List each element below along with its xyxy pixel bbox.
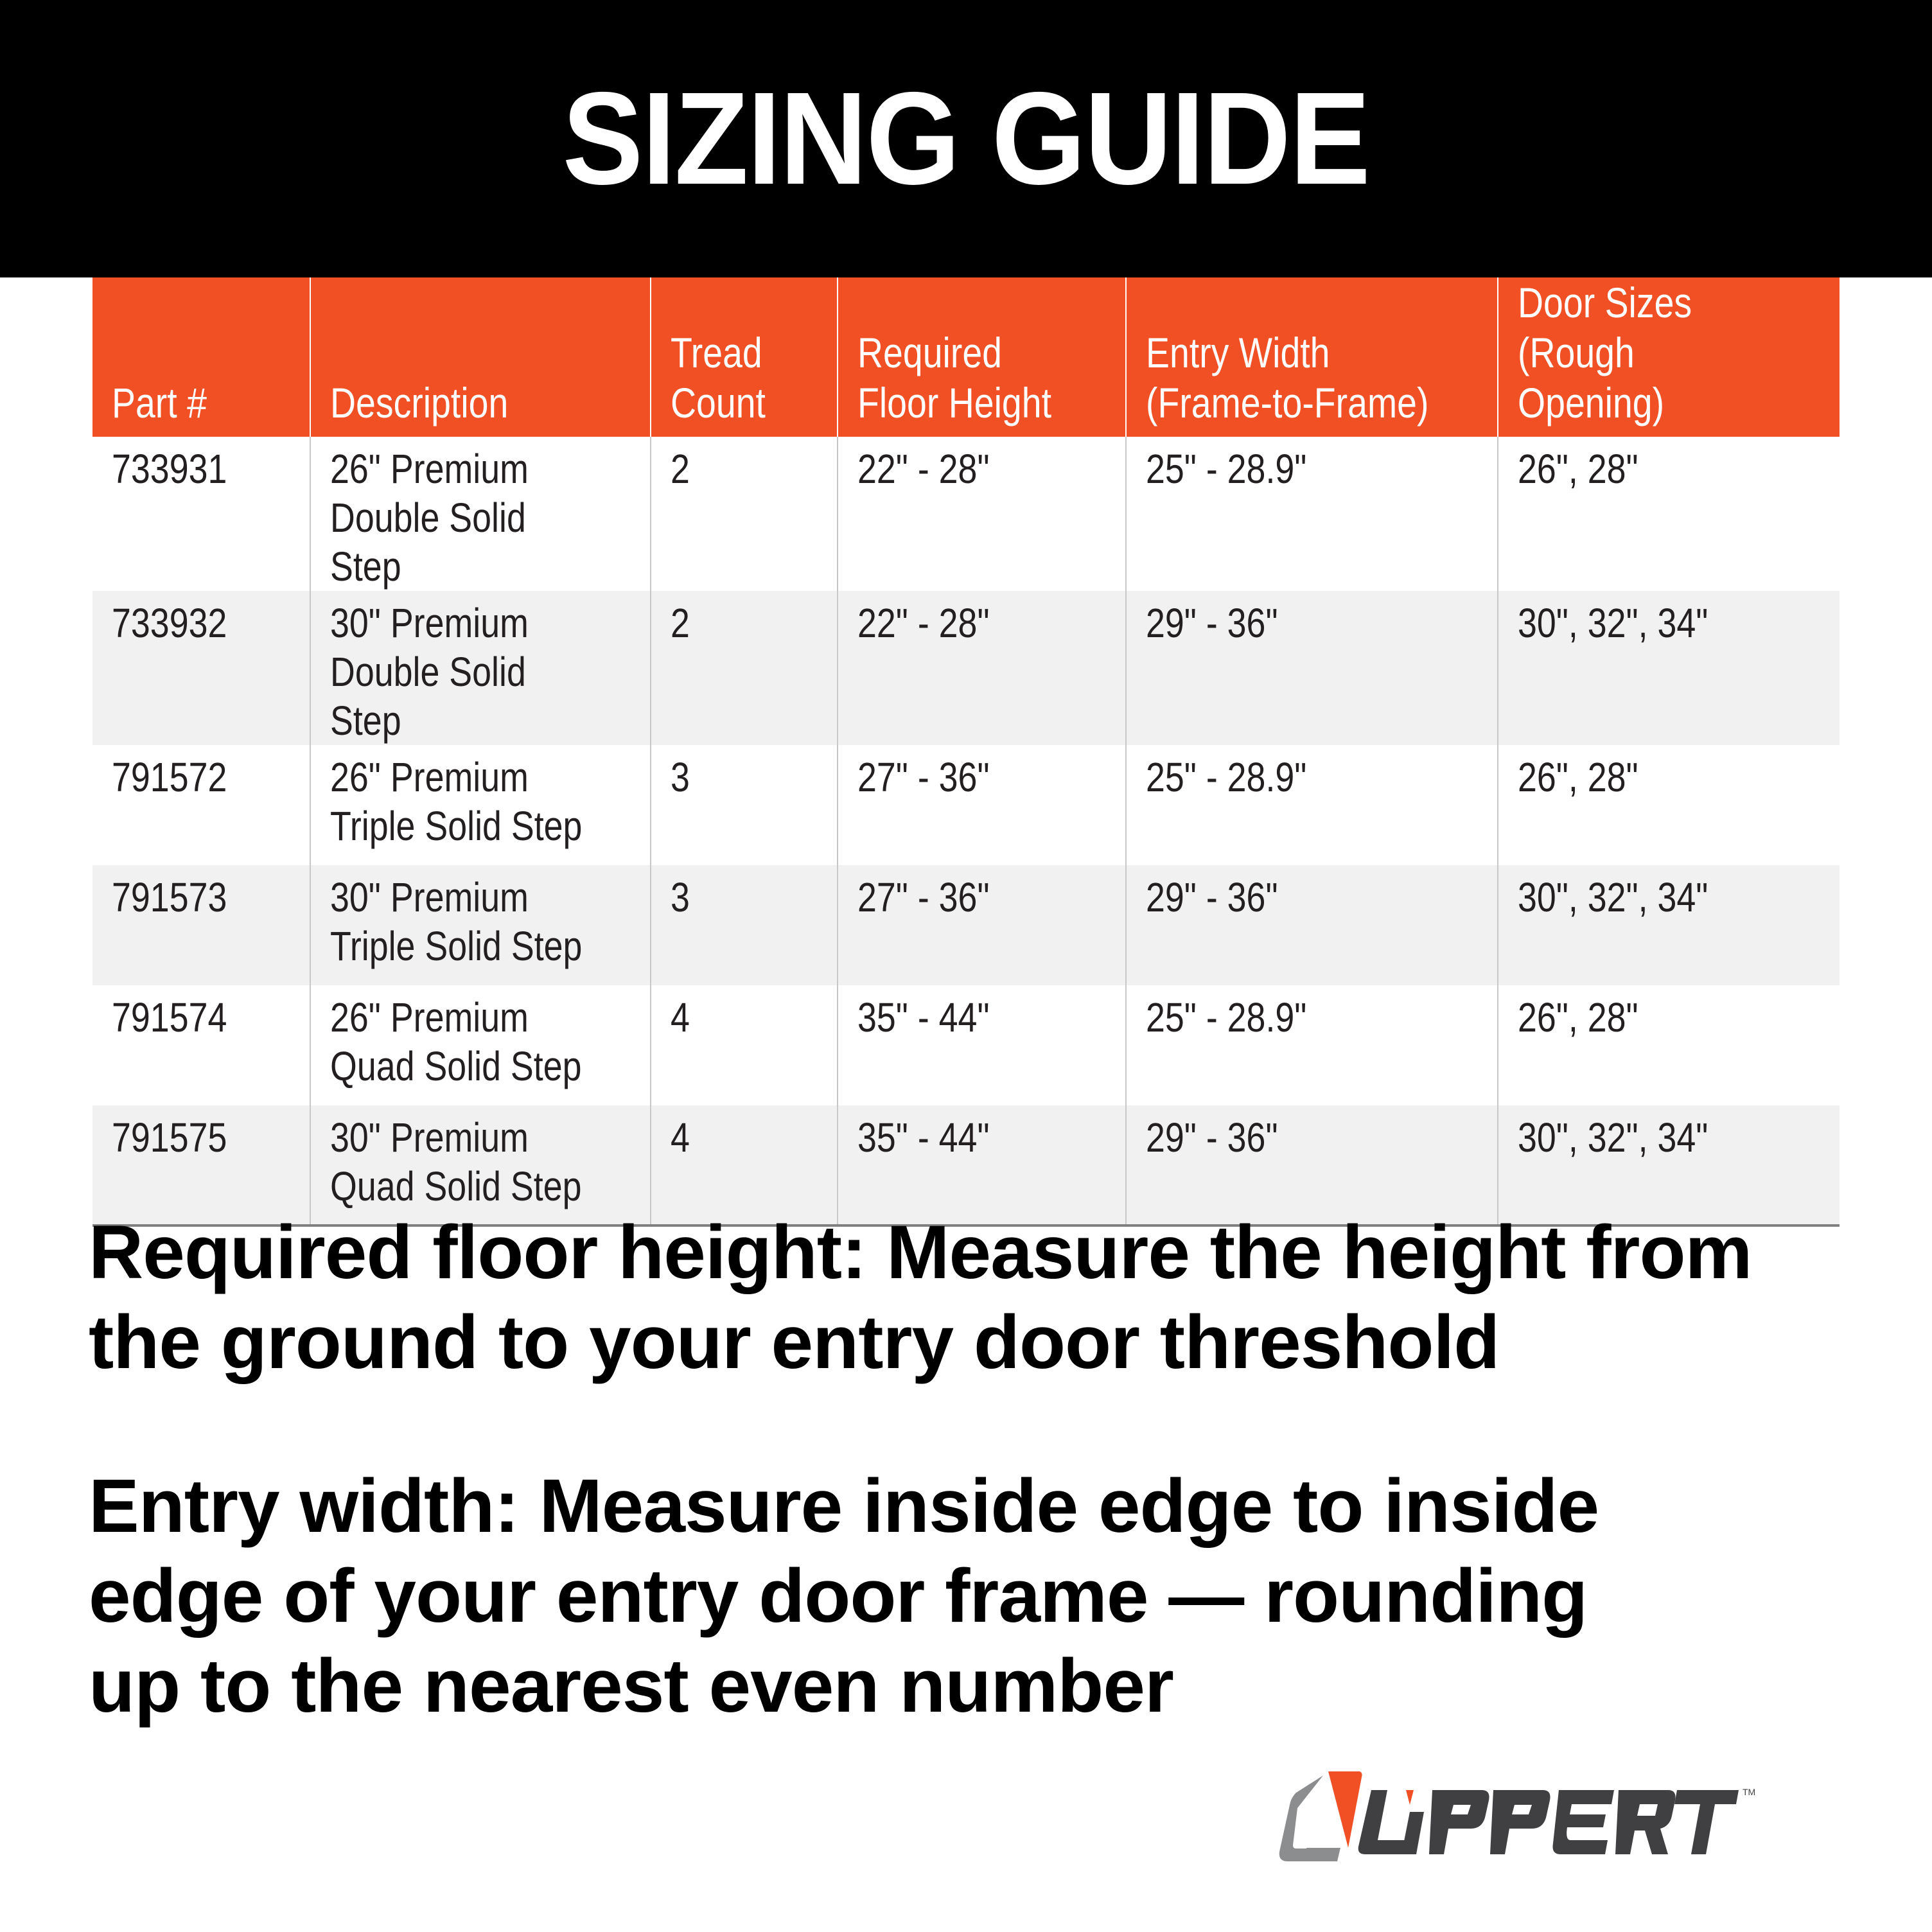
cell-text: 29" - 36" — [1146, 874, 1278, 920]
column-header-entry-width: Entry Width (Frame-to-Frame) — [1125, 277, 1498, 437]
cell-entry-width: 29" - 36" — [1125, 865, 1498, 985]
cell-tread-count: 3 — [650, 865, 838, 985]
svg-text:TM: TM — [1743, 1787, 1755, 1797]
cell-description: 30" Premium Quad Solid Step — [310, 1105, 651, 1227]
cell-door-sizes: 26", 28" — [1497, 985, 1840, 1105]
cell-entry-width: 29" - 36" — [1125, 1105, 1498, 1227]
cell-entry-width: 25" - 28.9" — [1125, 745, 1498, 865]
cell-entry-width: 25" - 28.9" — [1125, 437, 1498, 591]
cell-text: 3 — [671, 754, 690, 800]
cell-text: 30" Premium Quad Solid Step — [330, 1114, 582, 1209]
cell-text: 25" - 28.9" — [1146, 446, 1307, 492]
cell-text: 26" Premium Double Solid Step — [330, 446, 529, 590]
cell-text: 27" - 36" — [857, 754, 990, 800]
cell-text: 4 — [671, 1114, 690, 1161]
cell-description: 26" Premium Quad Solid Step — [310, 985, 651, 1105]
cell-text: 4 — [671, 994, 690, 1041]
column-header-label: Part # — [112, 379, 207, 426]
cell-text: 791574 — [112, 994, 227, 1041]
table-row: 791574 26" Premium Quad Solid Step 4 35" - … — [92, 985, 1840, 1105]
cell-text: 30", 32", 34" — [1518, 1114, 1708, 1161]
cell-part-number: 791573 — [92, 865, 310, 985]
cell-floor-height: 22" - 28" — [837, 591, 1126, 745]
page-title: SIZING GUIDE — [562, 65, 1371, 212]
cell-text: 733932 — [112, 600, 227, 646]
cell-text: 26" Premium Quad Solid Step — [330, 994, 582, 1089]
cell-text: 26", 28" — [1518, 994, 1638, 1041]
column-header-label: Door Sizes (Rough Opening) — [1518, 279, 1692, 426]
cell-tread-count: 2 — [650, 437, 838, 591]
cell-text: 30" Premium Double Solid Step — [330, 600, 529, 744]
cell-description: 26" Premium Double Solid Step — [310, 437, 651, 591]
table-row: 791575 30" Premium Quad Solid Step 4 35" - … — [92, 1105, 1840, 1227]
column-header-part-number: Part # — [92, 277, 310, 437]
cell-door-sizes: 26", 28" — [1497, 745, 1840, 865]
cell-entry-width: 25" - 28.9" — [1125, 985, 1498, 1105]
cell-part-number: 791574 — [92, 985, 310, 1105]
table-header-row: Part # Description Tread Count Required Flo… — [92, 277, 1840, 437]
table-row: 733932 30" Premium Double Solid Step 2 22" … — [92, 591, 1840, 745]
column-header-description: Description — [310, 277, 651, 437]
cell-part-number: 791572 — [92, 745, 310, 865]
table-row: 791573 30" Premium Triple Solid Step 3 27" … — [92, 865, 1840, 985]
cell-text: 791572 — [112, 754, 227, 800]
cell-part-number: 791575 — [92, 1105, 310, 1227]
cell-text: 30", 32", 34" — [1518, 600, 1708, 646]
lippert-logo: TM — [1279, 1771, 1755, 1861]
cell-text: 2 — [671, 600, 690, 646]
column-header-label: Tread Count — [671, 329, 766, 426]
entry-width-note: Entry width: Measure inside edge to insi… — [89, 1464, 1599, 1728]
cell-tread-count: 3 — [650, 745, 838, 865]
cell-text: 30", 32", 34" — [1518, 874, 1708, 920]
cell-text: 29" - 36" — [1146, 1114, 1278, 1161]
cell-tread-count: 2 — [650, 591, 838, 745]
cell-text: 26" Premium Triple Solid Step — [330, 754, 583, 849]
cell-floor-height: 35" - 44" — [837, 985, 1126, 1105]
floor-height-note: Required floor height: Measure the heigh… — [89, 1210, 1752, 1385]
cell-door-sizes: 30", 32", 34" — [1497, 1105, 1840, 1227]
cell-description: 26" Premium Triple Solid Step — [310, 745, 651, 865]
cell-text: 26", 28" — [1518, 754, 1638, 800]
cell-floor-height: 22" - 28" — [837, 437, 1126, 591]
table-row: 791572 26" Premium Triple Solid Step 3 27" … — [92, 745, 1840, 865]
cell-text: 26", 28" — [1518, 446, 1638, 492]
column-header-door-sizes: Door Sizes (Rough Opening) — [1497, 277, 1840, 437]
cell-tread-count: 4 — [650, 985, 838, 1105]
column-header-floor-height: Required Floor Height — [837, 277, 1126, 437]
column-header-label: Entry Width (Frame-to-Frame) — [1146, 329, 1429, 426]
cell-tread-count: 4 — [650, 1105, 838, 1227]
title-banner: SIZING GUIDE — [0, 0, 1932, 277]
cell-text: 22" - 28" — [857, 600, 990, 646]
cell-floor-height: 35" - 44" — [837, 1105, 1126, 1227]
cell-door-sizes: 30", 32", 34" — [1497, 865, 1840, 985]
column-header-label: Required Floor Height — [857, 329, 1051, 426]
cell-text: 791575 — [112, 1114, 227, 1161]
cell-text: 35" - 44" — [857, 994, 990, 1041]
column-header-tread-count: Tread Count — [650, 277, 838, 437]
cell-text: 22" - 28" — [857, 446, 990, 492]
cell-part-number: 733932 — [92, 591, 310, 745]
cell-entry-width: 29" - 36" — [1125, 591, 1498, 745]
column-header-label: Description — [330, 379, 509, 426]
cell-floor-height: 27" - 36" — [837, 745, 1126, 865]
cell-floor-height: 27" - 36" — [837, 865, 1126, 985]
cell-text: 27" - 36" — [857, 874, 990, 920]
cell-text: 733931 — [112, 446, 227, 492]
cell-door-sizes: 26", 28" — [1497, 437, 1840, 591]
table-row: 733931 26" Premium Double Solid Step 2 22" … — [92, 437, 1840, 591]
cell-door-sizes: 30", 32", 34" — [1497, 591, 1840, 745]
cell-text: 30" Premium Triple Solid Step — [330, 874, 583, 969]
cell-text: 29" - 36" — [1146, 600, 1278, 646]
cell-text: 2 — [671, 446, 690, 492]
cell-text: 35" - 44" — [857, 1114, 990, 1161]
sizing-table: Part # Description Tread Count Required Flo… — [92, 277, 1840, 1227]
cell-text: 791573 — [112, 874, 227, 920]
cell-part-number: 733931 — [92, 437, 310, 591]
cell-description: 30" Premium Double Solid Step — [310, 591, 651, 745]
cell-description: 30" Premium Triple Solid Step — [310, 865, 651, 985]
cell-text: 25" - 28.9" — [1146, 754, 1307, 800]
cell-text: 25" - 28.9" — [1146, 994, 1307, 1041]
cell-text: 3 — [671, 874, 690, 920]
